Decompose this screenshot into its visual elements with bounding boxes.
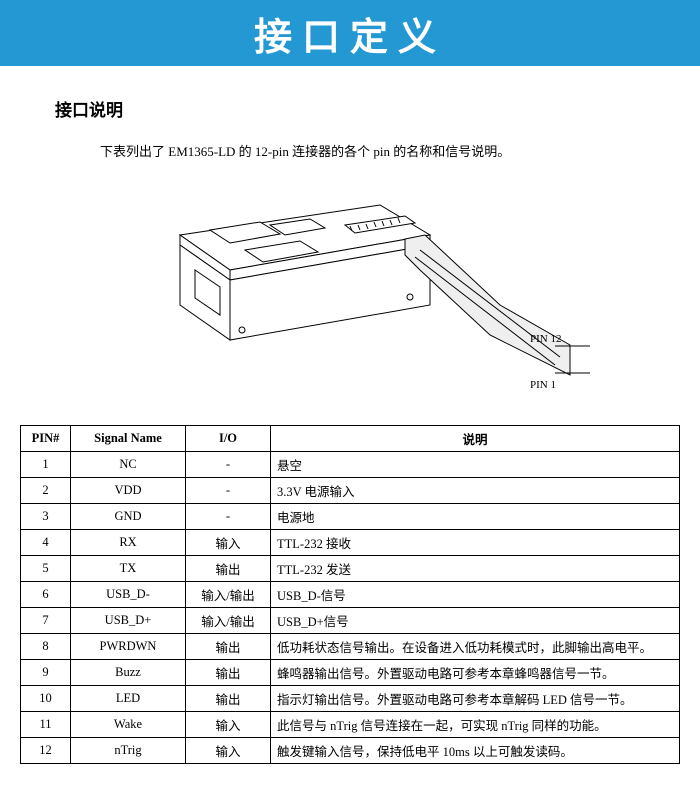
table-row: 11Wake输入此信号与 nTrig 信号连接在一起，可实现 nTrig 同样的… (21, 712, 680, 738)
th-desc: 说明 (271, 426, 680, 452)
cell-signal: PWRDWN (71, 634, 186, 660)
cell-pin: 8 (21, 634, 71, 660)
table-row: 7USB_D+输入/输出USB_D+信号 (21, 608, 680, 634)
cell-io: 输入 (186, 738, 271, 764)
table-row: 2VDD-3.3V 电源输入 (21, 478, 680, 504)
cell-desc: USB_D+信号 (271, 608, 680, 634)
table-row: 9Buzz输出蜂鸣器输出信号。外置驱动电路可参考本章蜂鸣器信号一节。 (21, 660, 680, 686)
cell-io: - (186, 504, 271, 530)
cell-signal: VDD (71, 478, 186, 504)
table-row: 3GND-电源地 (21, 504, 680, 530)
cell-pin: 3 (21, 504, 71, 530)
cell-desc: 此信号与 nTrig 信号连接在一起，可实现 nTrig 同样的功能。 (271, 712, 680, 738)
th-pin: PIN# (21, 426, 71, 452)
table-row: 4RX输入TTL-232 接收 (21, 530, 680, 556)
cell-signal: USB_D+ (71, 608, 186, 634)
cell-io: 输入 (186, 530, 271, 556)
cell-desc: TTL-232 接收 (271, 530, 680, 556)
pin-table-body: 1NC-悬空2VDD-3.3V 电源输入3GND-电源地4RX输入TTL-232… (21, 452, 680, 764)
table-row: 6USB_D-输入/输出USB_D-信号 (21, 582, 680, 608)
cell-signal: Buzz (71, 660, 186, 686)
table-row: 8PWRDWN输出低功耗状态信号输出。在设备进入低功耗模式时，此脚输出高电平。 (21, 634, 680, 660)
table-row: 10LED输出指示灯输出信号。外置驱动电路可参考本章解码 LED 信号一节。 (21, 686, 680, 712)
cell-pin: 11 (21, 712, 71, 738)
table-row: 1NC-悬空 (21, 452, 680, 478)
section-heading: 接口说明 (55, 96, 680, 121)
table-row: 12nTrig输入触发键输入信号，保持低电平 10ms 以上可触发读码。 (21, 738, 680, 764)
cell-io: - (186, 452, 271, 478)
cell-io: 输出 (186, 660, 271, 686)
cell-io: 输出 (186, 556, 271, 582)
cell-signal: Wake (71, 712, 186, 738)
pin1-label: PIN 1 (530, 379, 556, 391)
th-signal: Signal Name (71, 426, 186, 452)
cell-signal: TX (71, 556, 186, 582)
cell-pin: 9 (21, 660, 71, 686)
cell-desc: TTL-232 发送 (271, 556, 680, 582)
cell-desc: 指示灯输出信号。外置驱动电路可参考本章解码 LED 信号一节。 (271, 686, 680, 712)
cell-pin: 6 (21, 582, 71, 608)
cell-pin: 2 (21, 478, 71, 504)
cell-io: 输出 (186, 634, 271, 660)
cell-desc: USB_D-信号 (271, 582, 680, 608)
banner: 接口定义 (0, 0, 700, 66)
cell-desc: 电源地 (271, 504, 680, 530)
cell-io: 输入/输出 (186, 582, 271, 608)
cell-desc: 悬空 (271, 452, 680, 478)
cell-pin: 12 (21, 738, 71, 764)
connector-diagram: PIN 12 PIN 1 (20, 175, 680, 400)
table-header-row: PIN# Signal Name I/O 说明 (21, 426, 680, 452)
cell-io: 输入/输出 (186, 608, 271, 634)
cell-desc: 蜂鸣器输出信号。外置驱动电路可参考本章蜂鸣器信号一节。 (271, 660, 680, 686)
cell-pin: 1 (21, 452, 71, 478)
content-area: 接口说明 下表列出了 EM1365-LD 的 12-pin 连接器的各个 pin… (0, 66, 700, 764)
cell-signal: nTrig (71, 738, 186, 764)
cell-pin: 5 (21, 556, 71, 582)
table-row: 5TX输出TTL-232 发送 (21, 556, 680, 582)
cell-signal: RX (71, 530, 186, 556)
cell-signal: USB_D- (71, 582, 186, 608)
cell-desc: 低功耗状态信号输出。在设备进入低功耗模式时，此脚输出高电平。 (271, 634, 680, 660)
cell-signal: GND (71, 504, 186, 530)
pin12-label: PIN 12 (530, 333, 561, 345)
cell-io: - (186, 478, 271, 504)
cell-pin: 10 (21, 686, 71, 712)
cell-io: 输入 (186, 712, 271, 738)
banner-title: 接口定义 (254, 6, 446, 61)
connector-diagram-svg: PIN 12 PIN 1 (100, 175, 600, 400)
pin-table: PIN# Signal Name I/O 说明 1NC-悬空2VDD-3.3V … (20, 425, 680, 764)
cell-desc: 3.3V 电源输入 (271, 478, 680, 504)
cell-pin: 4 (21, 530, 71, 556)
th-io: I/O (186, 426, 271, 452)
cell-pin: 7 (21, 608, 71, 634)
cell-io: 输出 (186, 686, 271, 712)
cell-signal: LED (71, 686, 186, 712)
intro-text: 下表列出了 EM1365-LD 的 12-pin 连接器的各个 pin 的名称和… (100, 141, 680, 160)
cell-signal: NC (71, 452, 186, 478)
cell-desc: 触发键输入信号，保持低电平 10ms 以上可触发读码。 (271, 738, 680, 764)
